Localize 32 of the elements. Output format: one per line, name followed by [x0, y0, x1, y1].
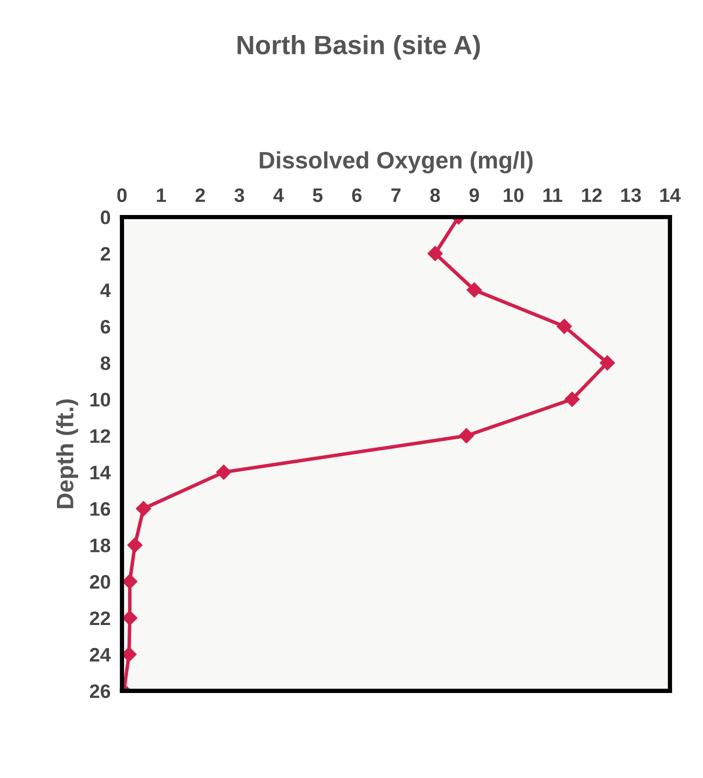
x-tick-label: 9 [470, 188, 479, 202]
y-tick-label: 2 [100, 246, 110, 261]
y-tick-label: 16 [90, 502, 110, 516]
y-tick-label: 12 [90, 429, 110, 443]
y-tick-label: 26 [90, 684, 110, 698]
x-tick-label: 3 [234, 188, 244, 202]
x-tick-label: 1 [156, 188, 166, 202]
x-tick-label: 4 [273, 188, 284, 202]
x-tick-label: 10 [504, 188, 524, 202]
y-tick-label: 4 [100, 284, 111, 297]
y-tick-label: 24 [90, 648, 111, 662]
x-tick-label: 14 [660, 188, 681, 202]
x-tick-label: 8 [430, 188, 440, 202]
x-tick-label: 6 [352, 188, 362, 202]
y-tick-label: 8 [100, 356, 110, 370]
y-axis-title: Depth (ft.) [56, 399, 78, 508]
x-axis-title: Dissolved Oxygen (mg/l) [260, 151, 533, 174]
x-tick-label: 0 [117, 188, 127, 202]
y-tick-label: 20 [90, 574, 110, 589]
x-tick-label: 7 [391, 188, 401, 202]
x-tick-label: 5 [312, 188, 323, 202]
x-tick-label: 13 [621, 188, 641, 202]
x-tick-label: 12 [582, 188, 602, 202]
x-tick-label: 11 [543, 188, 562, 202]
y-tick-label: 18 [90, 538, 110, 552]
chart-title: North Basin (site A) [238, 35, 480, 60]
x-tick-label: 2 [196, 188, 205, 202]
y-tick-label: 0 [100, 210, 110, 224]
y-tick-label: 10 [90, 392, 110, 407]
y-tick-label: 6 [100, 320, 110, 334]
y-tick-label: 14 [90, 466, 111, 480]
y-tick-label: 22 [90, 611, 110, 626]
